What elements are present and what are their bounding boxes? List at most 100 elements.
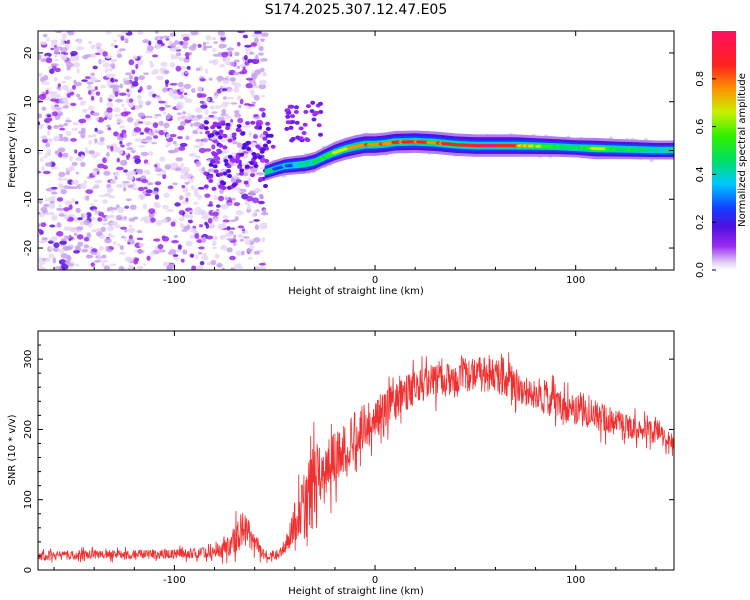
transition-speck — [263, 184, 268, 188]
noise-speck — [80, 221, 85, 227]
noise-speck — [234, 113, 242, 118]
noise-speck — [197, 186, 205, 190]
noise-speck — [61, 80, 67, 84]
transition-speck — [208, 174, 214, 179]
noise-speck — [202, 252, 207, 256]
noise-speck — [221, 108, 227, 114]
noise-speck — [213, 235, 218, 241]
noise-speck — [166, 208, 174, 213]
noise-speck — [152, 122, 159, 128]
x-tick-label: -100 — [163, 275, 186, 286]
noise-speck — [131, 69, 135, 75]
noise-speck — [58, 124, 64, 128]
noise-speck — [71, 198, 76, 203]
noise-speck — [121, 181, 130, 184]
noise-speck — [41, 237, 48, 241]
noise-speck — [103, 265, 111, 270]
noise-speck — [70, 51, 78, 56]
transition-speck — [258, 177, 264, 181]
noise-speck — [239, 238, 245, 242]
noise-speck — [110, 42, 116, 47]
noise-speck — [43, 170, 51, 175]
noise-speck — [208, 201, 213, 205]
noise-speck — [211, 111, 218, 114]
noise-speck — [41, 165, 45, 172]
transition-speck — [218, 143, 224, 148]
noise-speck — [168, 150, 175, 153]
noise-speck — [223, 56, 231, 62]
noise-speck — [184, 96, 188, 100]
noise-speck — [72, 61, 81, 68]
noise-speck — [195, 107, 203, 113]
noise-speck — [250, 42, 257, 47]
noise-speck — [38, 234, 41, 237]
noise-speck — [154, 130, 159, 134]
noise-speck — [49, 200, 55, 204]
noise-speck — [210, 259, 217, 266]
noise-speck — [92, 65, 98, 70]
noise-speck — [126, 117, 134, 123]
noise-speck — [91, 229, 97, 233]
noise-speck — [47, 196, 56, 203]
noise-speck — [190, 31, 198, 36]
noise-speck — [41, 81, 50, 85]
noise-speck — [253, 134, 258, 139]
noise-speck — [170, 221, 176, 227]
noise-speck — [154, 194, 160, 200]
noise-speck — [162, 169, 166, 175]
noise-speck — [68, 204, 73, 210]
noise-speck — [169, 62, 176, 68]
noise-speck — [221, 267, 226, 270]
noise-speck — [51, 214, 58, 221]
transition-speck — [239, 168, 245, 173]
noise-speck — [95, 117, 100, 121]
noise-speck — [178, 216, 185, 222]
noise-speck — [147, 170, 151, 175]
noise-speck — [143, 186, 148, 190]
noise-speck — [133, 155, 141, 160]
spectrogram-y-axis: -20 -10 0 10 20 — [23, 47, 674, 256]
colorbar-gradient — [712, 31, 736, 270]
noise-speck — [118, 150, 124, 155]
noise-speck — [251, 72, 258, 78]
noise-speck — [184, 181, 190, 185]
noise-speck — [126, 147, 134, 151]
noise-speck — [94, 179, 103, 184]
transition-speck — [253, 164, 259, 168]
noise-speck — [101, 262, 105, 268]
noise-speck — [69, 244, 74, 247]
noise-speck — [76, 234, 84, 240]
noise-speck — [38, 98, 42, 104]
noise-speck — [190, 253, 194, 258]
noise-speck — [150, 251, 155, 256]
spectrogram-marks — [38, 31, 674, 270]
noise-speck — [187, 113, 191, 117]
noise-speck — [137, 112, 145, 118]
noise-speck — [167, 185, 174, 190]
noise-speck — [158, 120, 164, 126]
noise-speck — [190, 123, 194, 127]
noise-speck — [165, 144, 169, 148]
noise-speck — [233, 202, 241, 207]
noise-speck — [244, 54, 248, 61]
noise-speck — [97, 117, 105, 123]
noise-speck — [157, 39, 163, 45]
noise-speck — [231, 197, 236, 201]
noise-speck — [195, 67, 201, 72]
noise-speck — [199, 224, 203, 228]
noise-speck — [102, 51, 108, 57]
noise-speck — [188, 179, 194, 183]
noise-speck — [50, 47, 54, 51]
noise-speck — [144, 127, 150, 133]
noise-speck — [221, 149, 229, 154]
upper-cluster — [298, 136, 304, 141]
noise-speck — [60, 41, 65, 46]
noise-speck — [237, 41, 241, 47]
noise-speck — [77, 97, 84, 100]
noise-speck — [158, 249, 166, 253]
noise-speck — [124, 256, 133, 263]
noise-speck — [182, 46, 188, 49]
noise-speck — [187, 219, 193, 223]
noise-speck — [127, 93, 131, 98]
noise-speck — [123, 133, 127, 139]
